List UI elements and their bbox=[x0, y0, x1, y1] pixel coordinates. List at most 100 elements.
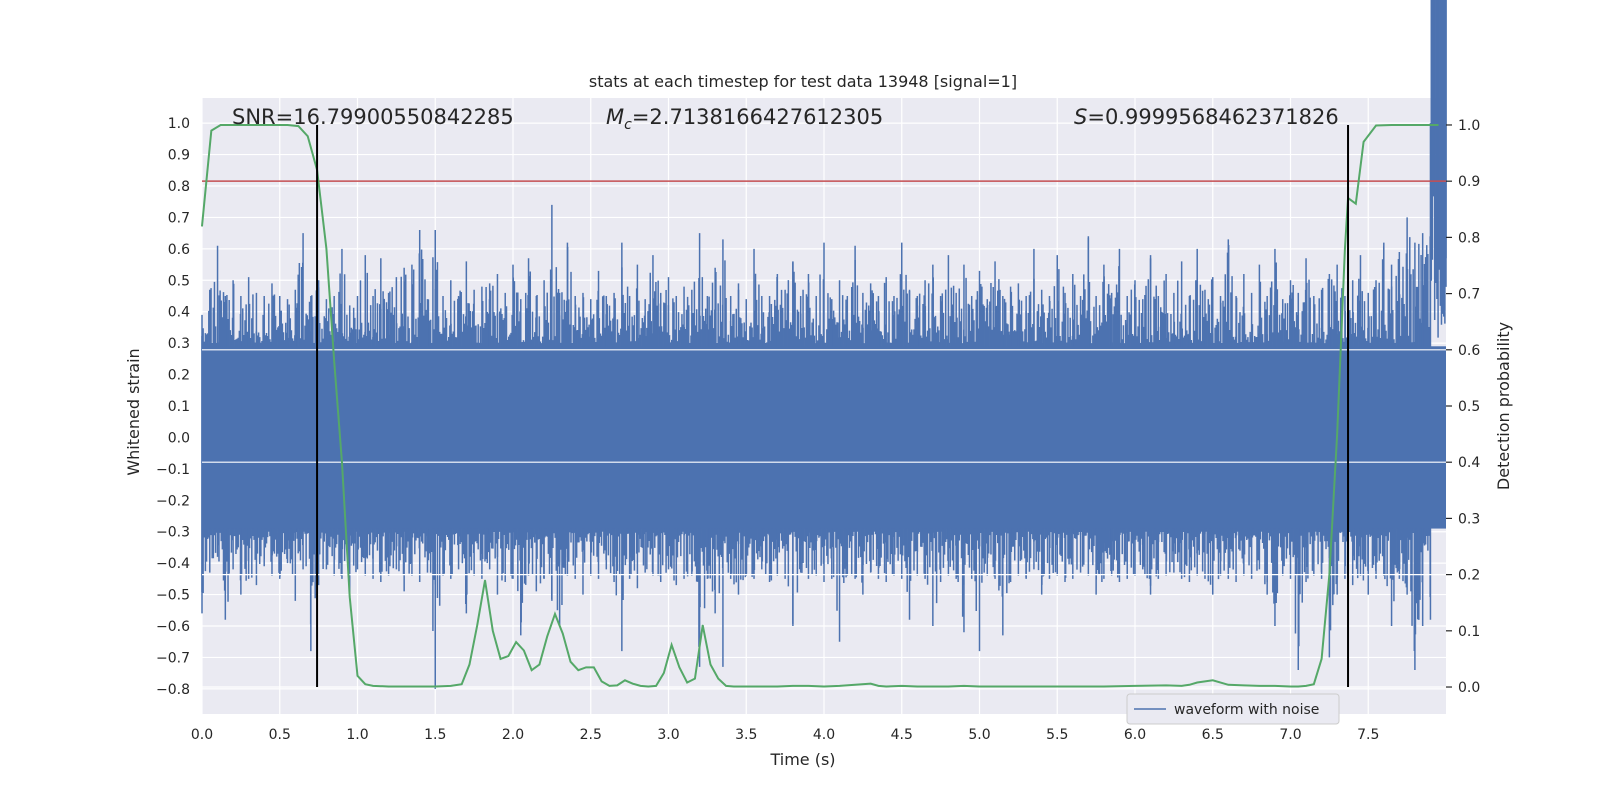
probability-point bbox=[1344, 248, 1346, 250]
probability-point bbox=[1165, 684, 1167, 686]
chirp-mass-symbol: M bbox=[606, 105, 624, 129]
probability-point bbox=[492, 630, 494, 632]
probability-point bbox=[1041, 685, 1043, 688]
x-tick-label: 7.5 bbox=[1357, 727, 1379, 743]
probability-point bbox=[702, 624, 704, 626]
x-tick-label: 3.0 bbox=[657, 727, 679, 743]
probability-point bbox=[639, 685, 642, 687]
probability-point bbox=[1227, 684, 1229, 686]
y-tick-label: 0.1 bbox=[168, 399, 190, 415]
probability-point bbox=[1313, 683, 1315, 685]
probability-point bbox=[1336, 433, 1338, 435]
y-tick-label: 0.9 bbox=[168, 148, 190, 164]
probability-point bbox=[947, 685, 950, 688]
score-symbol: S bbox=[1074, 105, 1087, 129]
probability-point bbox=[885, 685, 887, 688]
legend-label: waveform with noise bbox=[1174, 702, 1319, 718]
probability-point bbox=[286, 124, 289, 126]
probability-point bbox=[1297, 685, 1299, 688]
probability-point bbox=[655, 685, 657, 687]
probability-point bbox=[1289, 685, 1292, 688]
x-tick-label: 6.0 bbox=[1124, 727, 1146, 743]
probability-point bbox=[538, 663, 541, 666]
y2-tick-label: 0.9 bbox=[1458, 174, 1480, 190]
y-tick-label: 0.6 bbox=[168, 242, 190, 258]
probability-point bbox=[461, 683, 463, 685]
y2-axis-label: Detection probability bbox=[1494, 322, 1513, 490]
x-tick-label: 7.0 bbox=[1279, 727, 1301, 743]
y-tick-label: −0.3 bbox=[156, 525, 190, 541]
probability-point bbox=[601, 680, 603, 683]
probability-point bbox=[1321, 658, 1323, 660]
y2-tick-label: 0.3 bbox=[1458, 511, 1480, 527]
probability-point bbox=[733, 685, 735, 688]
x-tick-label: 5.5 bbox=[1046, 727, 1068, 743]
snr-annotation: SNR=16.79900550842285 bbox=[232, 105, 514, 129]
probability-point bbox=[694, 677, 696, 680]
probability-point bbox=[484, 579, 486, 581]
probability-point bbox=[1196, 681, 1198, 684]
y2-tick-label: 0.4 bbox=[1458, 455, 1480, 471]
probability-point bbox=[1243, 684, 1245, 686]
probability-point bbox=[450, 685, 452, 687]
probability-point bbox=[220, 124, 222, 126]
probability-point bbox=[507, 655, 509, 657]
probability-point bbox=[554, 613, 556, 615]
probability-point bbox=[297, 125, 300, 127]
probability-point bbox=[678, 666, 680, 668]
probability-point bbox=[1362, 141, 1365, 143]
x-axis-ticks: 0.0 0.5 1.0 1.5 2.0 2.5 3.0 3.5 4.0 4.5 5.0 5.5 6.0 6… bbox=[191, 727, 1380, 743]
probability-point bbox=[388, 685, 390, 688]
y-tick-label: 0.0 bbox=[168, 430, 190, 446]
y2-tick-label: 0.7 bbox=[1458, 287, 1480, 303]
probability-point bbox=[515, 641, 517, 643]
probability-point bbox=[325, 248, 327, 250]
y2-tick-label: 0.0 bbox=[1458, 680, 1480, 696]
x-tick-label: 2.5 bbox=[580, 727, 602, 743]
probability-point bbox=[807, 685, 810, 687]
chirp-mass-value: =2.7138166427612305 bbox=[632, 105, 883, 129]
probability-point bbox=[1072, 685, 1074, 688]
y-tick-label: −0.4 bbox=[156, 556, 190, 572]
probability-point bbox=[585, 666, 587, 668]
chirp-mass-subscript: c bbox=[624, 117, 632, 133]
probability-point bbox=[1355, 203, 1357, 205]
probability-point bbox=[792, 685, 794, 687]
probability-point bbox=[307, 135, 309, 137]
score-value: =0.9999568462371826 bbox=[1087, 105, 1338, 129]
probability-point bbox=[1328, 574, 1330, 576]
probability-point bbox=[764, 685, 766, 688]
probability-point bbox=[546, 635, 548, 638]
probability-point bbox=[577, 669, 579, 671]
probability-point bbox=[523, 649, 525, 652]
probability-point bbox=[748, 685, 750, 688]
y2-tick-label: 0.2 bbox=[1458, 568, 1480, 584]
probability-point bbox=[333, 360, 335, 362]
y-tick-label: 1.0 bbox=[168, 116, 190, 132]
y-axis-label: Whitened strain bbox=[124, 348, 143, 475]
probability-point bbox=[1103, 685, 1105, 688]
probability-point bbox=[1188, 684, 1191, 686]
probability-point bbox=[978, 685, 981, 688]
x-tick-label: 2.0 bbox=[502, 727, 524, 743]
probability-point bbox=[569, 661, 572, 663]
probability-point bbox=[877, 685, 880, 687]
probability-point bbox=[756, 685, 758, 688]
y2-axis-ticks: 1.0 0.9 0.8 0.7 0.6 0.5 0.4 0.3 0.2 0.1 0.0 bbox=[1446, 118, 1480, 696]
probability-point bbox=[1274, 685, 1276, 687]
probability-point bbox=[210, 129, 212, 132]
probability-point bbox=[531, 669, 533, 671]
probability-point bbox=[434, 685, 436, 688]
probability-point bbox=[468, 663, 471, 666]
probability-point bbox=[476, 624, 478, 626]
probability-point bbox=[356, 675, 359, 677]
probability-point bbox=[1181, 685, 1183, 687]
y-tick-label: 0.3 bbox=[168, 336, 190, 352]
probability-point bbox=[1375, 124, 1377, 127]
y-tick-label: 0.8 bbox=[168, 179, 190, 195]
probability-point bbox=[740, 685, 743, 688]
y-tick-label: 0.4 bbox=[168, 305, 190, 321]
probability-point bbox=[916, 685, 918, 688]
x-tick-label: 3.5 bbox=[735, 727, 757, 743]
